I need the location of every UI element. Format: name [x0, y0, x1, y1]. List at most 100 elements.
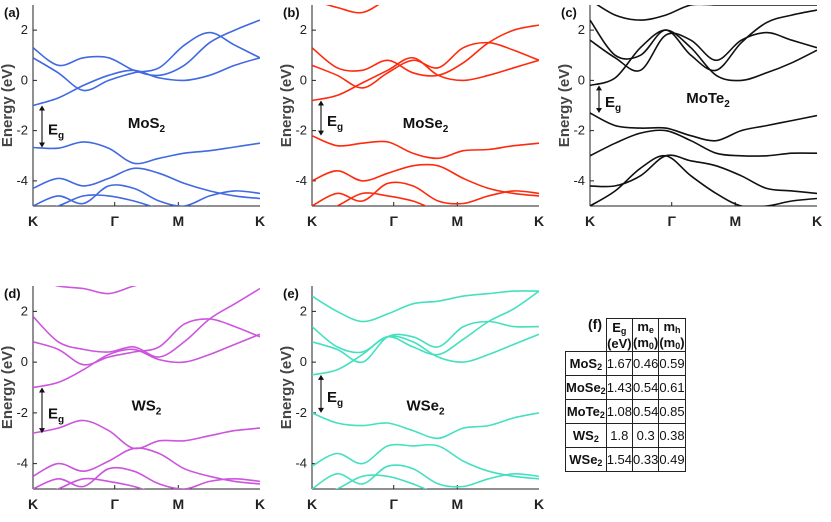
- panel-letter: (a): [4, 5, 20, 20]
- material-label: WSe2: [406, 397, 445, 417]
- band-vb2: [312, 163, 539, 197]
- band-cb4: [312, 290, 539, 323]
- x-tick-label: Γ: [111, 496, 120, 512]
- panel-letter: (c): [561, 5, 577, 20]
- cell-mh: 0.59: [658, 351, 686, 376]
- band-lines: [312, 290, 539, 489]
- y-tick-label: 0: [300, 354, 307, 369]
- y-tick-label: 2: [21, 303, 28, 318]
- x-tick-label: K: [28, 496, 38, 512]
- x-tick-label: Γ: [390, 213, 399, 229]
- cell-eg: 1.67: [605, 351, 634, 376]
- band-vb3: [312, 181, 539, 206]
- y-axis-title: Energy (eV): [0, 346, 16, 429]
- table-row: WSe2 1.54 0.33 0.49: [565, 447, 686, 472]
- band-cb4: [325, 5, 380, 14]
- band-vb4: [335, 192, 428, 206]
- x-tick-label: M: [451, 213, 463, 229]
- row-label: MoTe2: [565, 399, 607, 424]
- y-tick-label: -2: [16, 405, 28, 420]
- y-tick-label: 2: [300, 303, 307, 318]
- x-tick-label: K: [255, 496, 265, 512]
- band-vb1: [33, 141, 260, 165]
- x-tick-label: K: [534, 213, 544, 229]
- y-tick-label: -4: [16, 173, 28, 188]
- band-vb3: [33, 466, 260, 489]
- panel-letter: (e): [283, 286, 299, 301]
- cell-mh: 0.49: [658, 447, 686, 472]
- y-axis-title: Energy (eV): [278, 346, 295, 429]
- material-label-sub: 2: [160, 124, 166, 135]
- x-tick-label: Γ: [390, 496, 399, 512]
- y-tick-label: -4: [295, 456, 307, 471]
- band-vb1: [590, 112, 817, 142]
- material-label: WS2: [132, 397, 162, 417]
- band-vb1: [33, 419, 260, 450]
- panel-letter: (d): [4, 286, 21, 301]
- y-tick-label: 0: [578, 72, 585, 87]
- y-axis-title: Energy (eV): [0, 64, 16, 147]
- band-vb2: [312, 443, 539, 480]
- gap-label: Eg: [48, 405, 64, 425]
- y-tick-label: -4: [295, 173, 307, 188]
- row-label: WSe2: [565, 447, 607, 472]
- effective-mass-table: Eg (eV) me (m0) mh (m0) MoS2 1.67 0.46 0…: [565, 318, 686, 472]
- y-tick-label: -2: [573, 123, 585, 138]
- y-tick-label: 0: [21, 354, 28, 369]
- gap-label-sub: g: [58, 414, 64, 425]
- header-mh: mh (m0): [658, 318, 686, 352]
- band-vb4: [590, 154, 817, 206]
- cell-eg: 1.54: [605, 447, 634, 472]
- x-tick-label: Γ: [668, 213, 677, 229]
- band-cb4: [596, 5, 817, 21]
- x-tick-label: K: [307, 213, 317, 229]
- header-me: me (m0): [631, 318, 660, 352]
- gap-label: Eg: [327, 113, 343, 133]
- cell-eg: 1.08: [605, 399, 634, 424]
- cell-eg: 1.8: [605, 423, 634, 448]
- x-tick-label: K: [255, 213, 265, 229]
- gap-arrow-head-down: [39, 428, 45, 434]
- table-corner: [565, 318, 607, 352]
- cell-me: 0.46: [631, 351, 660, 376]
- gap-arrow-head-up: [596, 85, 602, 91]
- row-label: MoSe2: [565, 375, 607, 400]
- band-cb2: [33, 318, 260, 366]
- gap-arrow-head-down: [318, 130, 324, 136]
- x-tick-label: K: [585, 213, 595, 229]
- y-tick-label: -4: [573, 173, 585, 188]
- band-vb1: [312, 412, 539, 440]
- y-tick-label: -2: [295, 405, 307, 420]
- band-panel: 2 0 -2 -4 K Γ M K Energy (eV) (a) Eg MoS2: [0, 5, 265, 229]
- band-lines: [33, 286, 260, 489]
- material-label: MoS2: [128, 115, 166, 135]
- y-tick-label: 0: [21, 72, 28, 87]
- x-tick-label: K: [534, 496, 544, 512]
- material-label-sub: 2: [724, 99, 730, 110]
- panel-letter: (b): [283, 5, 300, 20]
- cell-mh: 0.38: [658, 423, 686, 448]
- y-tick-label: 2: [300, 22, 307, 37]
- band-vb3: [590, 154, 817, 195]
- x-tick-label: Γ: [111, 213, 120, 229]
- x-tick-label: M: [451, 496, 463, 512]
- row-label: MoS2: [565, 351, 607, 376]
- cell-me: 0.33: [631, 447, 660, 472]
- x-tick-label: M: [172, 496, 184, 512]
- cell-me: 0.54: [631, 375, 660, 400]
- band-cb2: [312, 320, 539, 364]
- row-label: WS2: [565, 423, 607, 448]
- y-tick-label: -4: [16, 456, 28, 471]
- gap-arrow-head-up: [39, 105, 45, 111]
- band-vb1: [312, 134, 539, 160]
- gap-arrow-head-up: [318, 374, 324, 380]
- gap-label-sub: g: [337, 122, 343, 133]
- gap-label: Eg: [48, 121, 64, 141]
- gap-label-sub: g: [615, 103, 621, 114]
- gap-arrow-head-up: [39, 387, 45, 393]
- band-vb2: [33, 167, 260, 200]
- cell-mh: 0.85: [658, 399, 686, 424]
- y-tick-label: -2: [295, 123, 307, 138]
- band-cb4: [54, 286, 138, 295]
